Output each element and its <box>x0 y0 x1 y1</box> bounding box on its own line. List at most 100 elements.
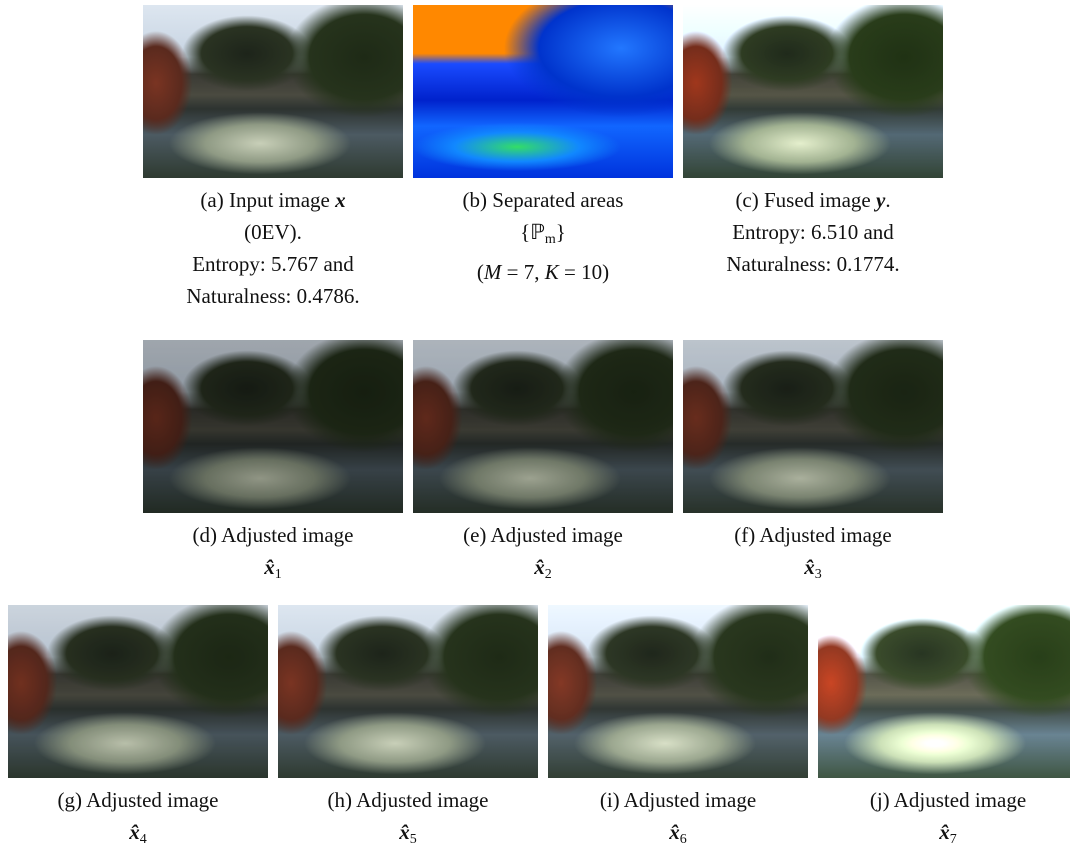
caption-text: x̂ <box>804 555 815 579</box>
caption-text: Naturalness: 0.4786. <box>186 284 359 308</box>
caption-text: (h) Adjusted image <box>328 788 489 812</box>
caption-line: (i) Adjusted image <box>548 784 808 816</box>
caption-text: . <box>885 188 890 212</box>
caption-text: (j) Adjusted image <box>870 788 1026 812</box>
caption-text: x̂ <box>669 820 680 844</box>
caption-line: (j) Adjusted image <box>818 784 1070 816</box>
caption-line: {ℙm} <box>413 216 673 256</box>
subscript: 1 <box>275 567 282 582</box>
caption: (e) Adjusted image x̂2 <box>413 519 673 591</box>
caption-text: = 7, <box>501 260 544 284</box>
caption-text: (f) Adjusted image <box>734 523 891 547</box>
caption-text: (a) Input image <box>200 188 335 212</box>
caption-text: x <box>335 188 346 212</box>
caption-line: Entropy: 5.767 and <box>143 248 403 280</box>
subfigure: (h) Adjusted image x̂5 <box>278 605 538 850</box>
caption-line: (c) Fused image y. <box>683 184 943 216</box>
subfigure: (f) Adjusted image x̂3 <box>683 340 943 591</box>
caption-text: y <box>876 188 885 212</box>
caption-line: (0EV). <box>143 216 403 248</box>
photo <box>818 605 1070 778</box>
image-content <box>683 5 943 178</box>
subscript: 7 <box>950 832 957 847</box>
caption: (h) Adjusted image x̂5 <box>278 784 538 850</box>
caption-line: (g) Adjusted image <box>8 784 268 816</box>
caption-line: Naturalness: 0.4786. <box>143 280 403 312</box>
caption-text: (e) Adjusted image <box>463 523 623 547</box>
figure-page: (a) Input image x (0EV). Entropy: 5.767 an… <box>0 0 1070 850</box>
caption-line: x̂4 <box>8 816 268 850</box>
caption-text: (d) Adjusted image <box>193 523 354 547</box>
photo <box>683 5 943 178</box>
subscript: 6 <box>680 832 687 847</box>
image-content <box>413 340 673 513</box>
subfigure: (c) Fused image y. Entropy: 6.510 and Natu… <box>683 5 943 280</box>
caption: (j) Adjusted image x̂7 <box>818 784 1070 850</box>
caption-text: ( <box>477 260 484 284</box>
caption-line: x̂1 <box>143 551 403 591</box>
caption-text: (i) Adjusted image <box>600 788 756 812</box>
image-content <box>143 340 403 513</box>
subfigure: (a) Input image x (0EV). Entropy: 5.767 an… <box>143 5 403 312</box>
caption-line: x̂6 <box>548 816 808 850</box>
caption-text: = 10) <box>559 260 609 284</box>
photo <box>143 5 403 178</box>
caption-line: Naturalness: 0.1774. <box>683 248 943 280</box>
caption-text: x̂ <box>399 820 410 844</box>
photo <box>683 340 943 513</box>
caption-text: x̂ <box>264 555 275 579</box>
subscript: 3 <box>815 567 822 582</box>
photo <box>413 340 673 513</box>
caption-line: x̂2 <box>413 551 673 591</box>
subscript: 5 <box>410 832 417 847</box>
caption-text: Naturalness: 0.1774. <box>726 252 899 276</box>
subfigure: (e) Adjusted image x̂2 <box>413 340 673 591</box>
subfigure: (i) Adjusted image x̂6 <box>548 605 808 850</box>
caption-text: Entropy: 6.510 and <box>732 220 894 244</box>
photo <box>143 340 403 513</box>
caption-line: Entropy: 6.510 and <box>683 216 943 248</box>
caption-line: (d) Adjusted image <box>143 519 403 551</box>
caption: (b) Separated areas {ℙm} (M = 7, K = 10) <box>413 184 673 288</box>
image-content <box>683 340 943 513</box>
caption-text: } <box>556 220 566 244</box>
caption-line: (f) Adjusted image <box>683 519 943 551</box>
photo <box>8 605 268 778</box>
caption-text: (c) Fused image <box>735 188 876 212</box>
image-content <box>278 605 538 778</box>
caption-text: (b) Separated areas <box>463 188 624 212</box>
caption-line: x̂3 <box>683 551 943 591</box>
caption: (a) Input image x (0EV). Entropy: 5.767 an… <box>143 184 403 312</box>
image-content <box>818 605 1070 778</box>
image-content <box>548 605 808 778</box>
caption-text: x̂ <box>129 820 140 844</box>
caption-text: Entropy: 5.767 and <box>192 252 354 276</box>
caption-line: (e) Adjusted image <box>413 519 673 551</box>
caption: (f) Adjusted image x̂3 <box>683 519 943 591</box>
caption-line: x̂5 <box>278 816 538 850</box>
subscript: m <box>545 232 556 247</box>
caption-line: (h) Adjusted image <box>278 784 538 816</box>
subfigure: (j) Adjusted image x̂7 <box>818 605 1070 850</box>
image-content <box>8 605 268 778</box>
caption-line: (a) Input image x <box>143 184 403 216</box>
caption: (d) Adjusted image x̂1 <box>143 519 403 591</box>
image-content <box>143 5 403 178</box>
image-content <box>413 5 673 178</box>
caption-text: K <box>545 260 559 284</box>
caption-line: (b) Separated areas <box>413 184 673 216</box>
subfigure: (b) Separated areas {ℙm} (M = 7, K = 10) <box>413 5 673 288</box>
caption-line: x̂7 <box>818 816 1070 850</box>
subfigure: (d) Adjusted image x̂1 <box>143 340 403 591</box>
caption-text: M <box>484 260 502 284</box>
caption-text: {ℙ <box>520 220 545 244</box>
subscript: 2 <box>545 567 552 582</box>
caption-text: x̂ <box>534 555 545 579</box>
photo <box>278 605 538 778</box>
subscript: 4 <box>140 832 147 847</box>
caption-text: (0EV). <box>244 220 302 244</box>
segmentation-map <box>413 5 673 178</box>
caption: (c) Fused image y. Entropy: 6.510 and Natu… <box>683 184 943 280</box>
